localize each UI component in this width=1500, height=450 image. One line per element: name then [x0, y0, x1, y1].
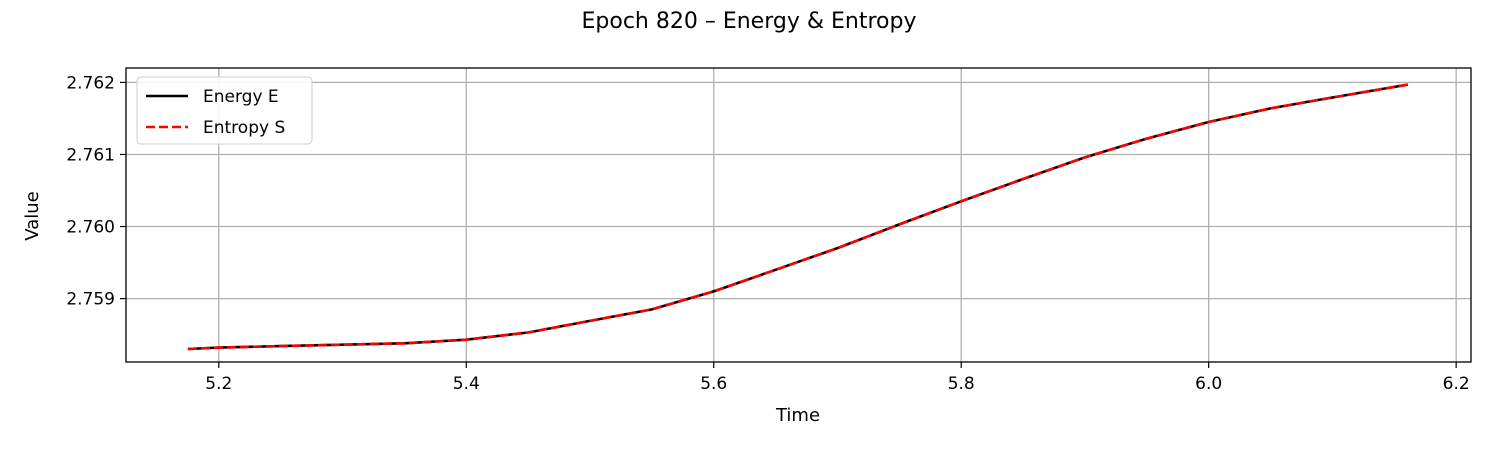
y-axis-label: Value [22, 191, 43, 240]
y-tick-label: 2.762 [66, 73, 115, 93]
legend-label: Entropy S [203, 118, 285, 138]
x-tick-label: 5.8 [948, 374, 975, 394]
legend-label: Energy E [203, 87, 279, 107]
chart-title: Epoch 820 – Energy & Entropy [582, 9, 917, 34]
y-tick-label: 2.759 [66, 290, 115, 310]
y-tick-label: 2.760 [66, 218, 115, 238]
y-tick-label: 2.761 [66, 145, 115, 165]
legend: Energy E Entropy S [136, 76, 313, 145]
grid-lines [126, 68, 1471, 362]
x-axis-label: Time [775, 405, 820, 426]
x-tick-label: 5.6 [700, 374, 727, 394]
plot-frame [125, 67, 1472, 363]
axis-ticks: 5.2 5.4 5.6 5.8 6.0 6.2 2.759 2.760 2.761 2.762 [66, 73, 1469, 394]
series-lines [187, 83, 1409, 351]
x-tick-label: 6.2 [1443, 374, 1470, 394]
series-line-entropy [187, 83, 1409, 351]
series-line-energy [187, 83, 1409, 351]
x-tick-label: 6.0 [1195, 374, 1222, 394]
x-tick-label: 5.2 [205, 374, 232, 394]
x-tick-label: 5.4 [453, 374, 480, 394]
